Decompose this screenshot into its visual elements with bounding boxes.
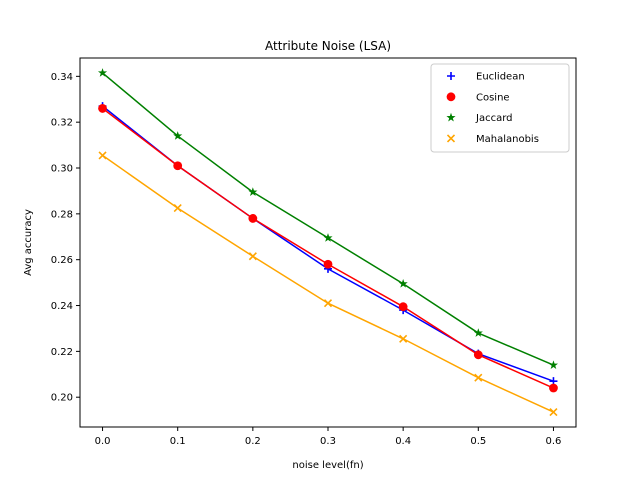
legend-frame <box>430 63 570 153</box>
jaccard-point <box>548 360 559 369</box>
y-tick-label: 0.28 <box>51 209 73 220</box>
legend-marker-mahalanobis <box>446 134 456 143</box>
x-axis: 0.0 0.1 0.2 0.3 0.4 0.5 0.6 <box>95 427 562 447</box>
jaccard-point <box>473 328 483 337</box>
jaccard-point <box>173 131 183 140</box>
y-tick-label: 0.32 <box>51 118 73 129</box>
cosine-point <box>398 302 408 312</box>
y-tick-label: 0.30 <box>51 164 73 175</box>
x-tick-label: 0.2 <box>245 436 261 447</box>
cosine-point <box>323 259 333 269</box>
x-tick-label: 0.1 <box>170 436 186 447</box>
x-tick-label: 0.4 <box>395 436 411 447</box>
jaccard-point <box>323 233 333 242</box>
y-tick-label: 0.26 <box>51 255 73 266</box>
legend: Euclidean Cosine Jaccard Mahalanobis <box>430 63 570 153</box>
mahalanobis-point <box>323 299 333 308</box>
series-mahalanobis <box>98 151 558 417</box>
series-cosine <box>98 104 558 393</box>
mahalanobis-point <box>399 334 408 343</box>
legend-marker-jaccard <box>446 112 456 122</box>
mahalanobis-point <box>173 204 182 213</box>
x-axis-label: noise level(fn) <box>292 460 363 471</box>
series-jaccard <box>97 68 559 369</box>
cosine-point <box>173 161 183 171</box>
cosine-point <box>248 214 258 223</box>
cosine-point <box>473 350 483 360</box>
mahalanobis-point <box>98 151 107 160</box>
x-tick-label: 0.6 <box>546 436 562 447</box>
y-tick-label: 0.22 <box>51 347 73 358</box>
legend-marker-cosine <box>446 92 456 102</box>
legend-marker-euclidean <box>447 72 455 80</box>
legend-label-cosine: Cosine <box>476 92 510 103</box>
cosine-point <box>98 104 107 113</box>
jaccard-point <box>248 187 258 196</box>
legend-label-mahalanobis: Mahalanobis <box>476 134 539 145</box>
y-axis: 0.20 0.22 0.24 0.26 0.28 0.30 0.32 0.34 <box>51 72 80 404</box>
jaccard-point <box>398 278 408 288</box>
mahalanobis-point <box>549 408 558 417</box>
y-tick-label: 0.24 <box>51 301 73 312</box>
cosine-point <box>549 383 558 393</box>
series-layer <box>97 68 559 417</box>
mahalanobis-point <box>474 373 483 382</box>
y-tick-label: 0.20 <box>51 393 73 404</box>
x-tick-label: 0.3 <box>320 436 336 447</box>
legend-label-euclidean: Euclidean <box>476 72 525 83</box>
y-axis-label: Avg accuracy <box>23 209 34 276</box>
chart-title: Attribute Noise (LSA) <box>265 39 391 53</box>
y-tick-label: 0.34 <box>51 72 73 83</box>
mahalanobis-point <box>248 252 257 261</box>
x-tick-label: 0.0 <box>95 436 111 447</box>
x-tick-label: 0.5 <box>470 436 486 447</box>
legend-label-jaccard: Jaccard <box>475 113 512 124</box>
jaccard-point <box>97 68 108 77</box>
